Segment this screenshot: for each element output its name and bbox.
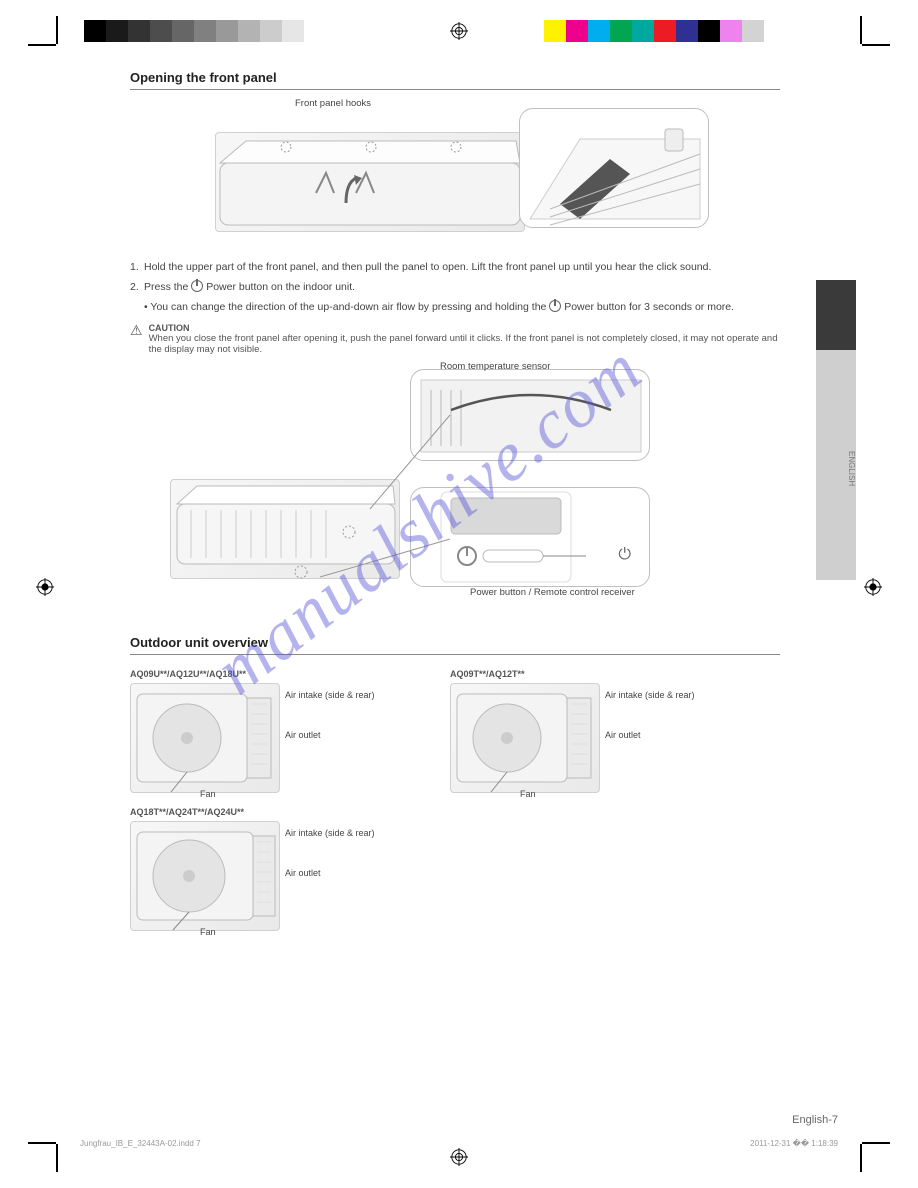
label-fan: Fan <box>200 789 216 799</box>
figure-mid: ⏻ Room temperature sensor <box>170 369 690 619</box>
crop-mark <box>862 44 890 46</box>
crop-mark <box>28 1142 56 1144</box>
registration-mark-icon <box>450 1148 468 1166</box>
label-room-temp-sensor: Room temperature sensor <box>440 361 620 372</box>
indoor-unit-illustration <box>215 132 525 232</box>
section2-title: Outdoor unit overview <box>130 635 780 650</box>
label-air-intake: Air intake (side & rear) <box>285 689 375 702</box>
model-label: AQ09U**/AQ12U**/AQ18U** <box>130 669 380 679</box>
label-fan: Fan <box>200 927 216 937</box>
footer-file: Jungfrau_IB_E_32443A-02.indd 7 <box>80 1139 201 1148</box>
label-air-outlet: Air outlet <box>605 729 695 742</box>
footer-date: 2011-12-31 �� 1:18:39 <box>750 1139 838 1148</box>
caution-text: When you close the front panel after ope… <box>149 333 780 355</box>
caution-row: ⚠ CAUTION When you close the front panel… <box>130 323 780 355</box>
model-label: AQ09T**/AQ12T** <box>450 669 700 679</box>
divider <box>130 654 780 655</box>
crop-mark <box>860 1144 862 1172</box>
crop-mark <box>28 44 56 46</box>
outdoor-unit-illustration <box>130 821 280 931</box>
registration-mark-icon <box>450 22 468 40</box>
indoor-unit-open-illustration <box>170 479 400 579</box>
label-front-panel-hooks: Front panel hooks <box>295 98 371 109</box>
outdoor-unit-2: AQ18T**/AQ24T**/AQ24U** Air intake (side… <box>130 807 380 931</box>
step-2-text-b: Power button on the indoor unit. <box>203 281 355 293</box>
model-label: AQ18T**/AQ24T**/AQ24U** <box>130 807 380 817</box>
outdoor-unit-1: AQ09T**/AQ12T** Air intake (side & rear)… <box>450 669 700 793</box>
label-air-outlet: Air outlet <box>285 729 375 742</box>
step-1: 1.Hold the upper part of the front panel… <box>130 260 780 274</box>
power-icon <box>549 300 561 312</box>
step-2-text-a: Press the <box>144 281 191 293</box>
page-content: Opening the front panel <box>130 70 780 941</box>
section1-title: Opening the front panel <box>130 70 780 85</box>
outdoor-row-2: AQ18T**/AQ24T**/AQ24U** Air intake (side… <box>130 807 780 931</box>
label-air-outlet: Air outlet <box>285 867 375 880</box>
inset-sensor <box>410 369 650 461</box>
outdoor-unit-illustration <box>450 683 600 793</box>
power-icon <box>191 280 203 292</box>
outdoor-unit-0: AQ09U**/AQ12U**/AQ18U** Air intake (side… <box>130 669 380 793</box>
label-fan: Fan <box>520 789 536 799</box>
caution-label: CAUTION <box>149 323 780 333</box>
page-number: English-7 <box>792 1114 838 1126</box>
label-air-intake: Air intake (side & rear) <box>285 827 375 840</box>
inset-panel-hook <box>519 108 709 228</box>
step-1-text: Hold the upper part of the front panel, … <box>144 261 711 273</box>
step-2: 2.Press the Power button on the indoor u… <box>130 280 780 294</box>
step-bullet: • You can change the direction of the up… <box>130 300 780 314</box>
inset-power-button: ⏻ <box>410 487 650 587</box>
warning-icon: ⚠ <box>130 323 143 355</box>
registration-mark-icon <box>36 578 54 596</box>
crop-mark <box>56 16 58 44</box>
step-3-text-b: Power button for 3 seconds or more. <box>561 301 734 313</box>
crop-mark <box>56 1144 58 1172</box>
crop-mark <box>860 16 862 44</box>
side-tab-label: ENGLISH <box>816 350 856 580</box>
power-icon: ⏻ <box>618 546 631 564</box>
step-3-text-a: You can change the direction of the up-a… <box>150 301 549 313</box>
crop-mark <box>862 1142 890 1144</box>
color-bar <box>544 20 786 42</box>
side-tab: ENGLISH <box>816 280 856 580</box>
outdoor-unit-illustration <box>130 683 280 793</box>
divider <box>130 89 780 90</box>
label-power-button: Power button / Remote control receiver <box>470 587 670 598</box>
registration-mark-icon <box>864 578 882 596</box>
grayscale-bar <box>84 20 326 42</box>
figure-open-panel: Front panel hooks <box>205 102 705 252</box>
label-air-intake: Air intake (side & rear) <box>605 689 695 702</box>
outdoor-row-1: AQ09U**/AQ12U**/AQ18U** Air intake (side… <box>130 669 780 793</box>
